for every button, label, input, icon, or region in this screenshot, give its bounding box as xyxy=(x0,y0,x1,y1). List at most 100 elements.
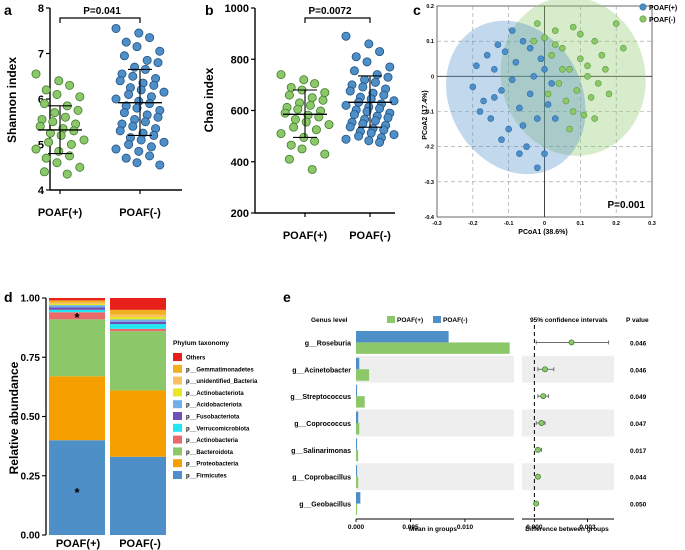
chao-point xyxy=(307,93,317,103)
shannon-point xyxy=(119,108,129,118)
genus-pvalue: 0.049 xyxy=(630,394,647,401)
shannon-ytick-label: 7 xyxy=(38,49,44,61)
shannon-point xyxy=(130,62,140,72)
genus-bar-poaf-minus xyxy=(356,384,358,397)
phylum-legend-swatch xyxy=(173,353,182,361)
phylum-bar-segment xyxy=(49,298,105,301)
phylum-bar-segment xyxy=(49,307,105,310)
phylum-ytick-label: 1.00 xyxy=(21,294,41,305)
phylum-legend-label: p__Bacteroidota xyxy=(186,450,234,456)
phylum-ytick-label: 0.50 xyxy=(21,412,41,423)
shannon-point xyxy=(39,167,49,177)
pcoa-point xyxy=(541,150,548,157)
chao-xtick-poaf-minus: POAF(-) xyxy=(349,230,391,242)
shannon-point xyxy=(44,137,54,147)
pcoa-ytick-label: -0.2 xyxy=(425,145,434,151)
shannon-point xyxy=(115,126,125,136)
pcoa-point xyxy=(612,20,620,27)
phylum-bar-segment xyxy=(110,456,166,535)
phylum-bar-segment xyxy=(110,298,166,310)
phylum-legend-swatch xyxy=(173,412,182,420)
phylum-significance-mark: * xyxy=(74,310,80,325)
genus-label: g__Coprobacillus xyxy=(292,475,351,482)
chao-point xyxy=(293,104,303,114)
pcoa-point xyxy=(559,44,566,52)
pcoa-ytick-label: -0.4 xyxy=(425,215,435,221)
chao-xtick-poaf-plus: POAF(+) xyxy=(283,230,328,242)
shannon-point xyxy=(52,89,62,99)
shannon-point xyxy=(121,37,131,47)
shannon-point xyxy=(132,42,142,52)
pcoa-xtick-label: 0.3 xyxy=(648,221,656,227)
pcoa-xtick-label: -0.1 xyxy=(504,221,513,227)
chao-point xyxy=(375,47,385,57)
pcoa-point xyxy=(501,48,509,56)
chao-point xyxy=(389,96,399,106)
pcoa-point xyxy=(526,44,534,52)
shannon-point xyxy=(62,169,72,179)
genus-bar-poaf-minus xyxy=(356,357,360,370)
shannon-point xyxy=(134,28,144,38)
shannon-point xyxy=(35,121,45,131)
chao-point xyxy=(345,86,355,96)
chao-point xyxy=(362,57,372,67)
shannon-point xyxy=(115,76,125,86)
genus-legend-poaf-minus: POAF(-) xyxy=(443,317,468,324)
pcoa-point xyxy=(480,97,487,105)
chao-point xyxy=(341,31,351,41)
genus-bar-poaf-plus xyxy=(356,396,365,408)
shannon-point xyxy=(65,80,75,90)
pcoa-ytick-label: 0.2 xyxy=(426,4,434,10)
shannon-point xyxy=(146,142,156,152)
shannon-point xyxy=(66,139,76,149)
pcoa-ylabel: PCoA2 (17.4%) xyxy=(422,90,429,139)
phylum-bar-segment xyxy=(49,440,105,535)
shannon-point xyxy=(142,55,152,65)
phylum-legend-swatch xyxy=(173,388,182,397)
shannon-point xyxy=(111,144,121,154)
phylum-legend-swatch xyxy=(173,376,182,385)
phylum-xtick-poaf-plus: POAF(+) xyxy=(56,538,101,550)
phylum-bar-segment xyxy=(110,328,166,332)
shannon-point xyxy=(134,146,144,156)
pcoa-point xyxy=(487,115,495,122)
pcoa-xlabel: PCoA1 (38.6%) xyxy=(518,229,567,236)
phylum-bar-segment xyxy=(49,300,105,303)
phylum-legend-label: p__Fusobacteriota xyxy=(186,415,240,421)
pcoa-point xyxy=(512,58,520,66)
shannon-xtick-poaf-minus: POAF(-) xyxy=(119,207,161,219)
phylum-legend-label: p__Gemmatimonadetes xyxy=(186,367,254,373)
shannon-point xyxy=(128,71,138,81)
shannon-ylabel: Shannon index xyxy=(5,57,19,143)
genus-bar-poaf-minus xyxy=(356,438,358,450)
pcoa-point xyxy=(594,80,602,87)
shannon-point xyxy=(136,85,146,95)
chao-point xyxy=(290,114,300,124)
pcoa-point xyxy=(548,80,555,87)
chao-point xyxy=(299,75,309,85)
shannon-point xyxy=(145,33,155,43)
ci-estimate xyxy=(534,473,541,480)
pcoa-point xyxy=(491,94,498,101)
chao-ytick-label: 800 xyxy=(231,54,249,66)
genus-pvalue: 0.017 xyxy=(630,448,647,455)
shannon-point xyxy=(75,92,85,102)
pcoa-point xyxy=(591,37,598,45)
genus-bar-poaf-plus xyxy=(356,342,510,354)
pcoa-point xyxy=(508,27,516,34)
pcoa-point xyxy=(526,90,534,98)
pcoa-point xyxy=(562,97,570,105)
shannon-point xyxy=(50,108,60,118)
genus-pvalue: 0.044 xyxy=(630,475,647,482)
genus-bar-poaf-minus xyxy=(356,492,361,504)
shannon-point xyxy=(48,117,58,127)
pcoa-point xyxy=(559,66,566,73)
pcoa-point xyxy=(473,62,480,70)
chao-point xyxy=(301,117,311,127)
phylum-ylabel: Relative abundance xyxy=(7,361,21,474)
chao-point xyxy=(364,39,374,49)
pcoa-point xyxy=(566,66,573,73)
phylum-bar-segment xyxy=(110,321,166,325)
genus-bar-poaf-minus xyxy=(356,331,449,343)
phylum-bar-segment xyxy=(110,309,166,315)
